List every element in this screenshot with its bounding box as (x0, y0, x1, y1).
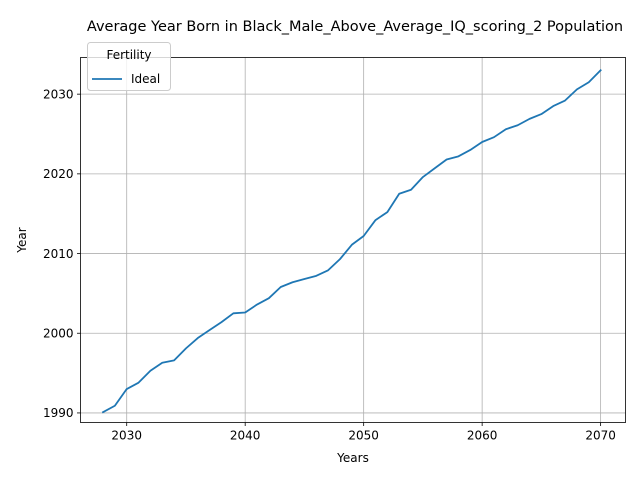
series-layer (101, 68, 602, 414)
x-tick-label: 2030 (111, 429, 142, 443)
x-axis-ticks: 2030 2040 2050 2060 2070 (111, 422, 616, 443)
series-line-ideal (101, 68, 602, 414)
chart-title: Average Year Born in Black_Male_Above_Av… (87, 19, 623, 35)
legend-entry-label: Ideal (131, 72, 160, 86)
y-tick-label: 2000 (43, 327, 74, 341)
x-axis-label: Years (336, 451, 369, 465)
x-tick-label: 2050 (348, 429, 379, 443)
x-tick-label: 2060 (467, 429, 498, 443)
x-tick-label: 2040 (230, 429, 261, 443)
y-axis-ticks: 1990 2000 2010 2020 2030 (43, 87, 81, 420)
y-tick-label: 1990 (43, 406, 74, 420)
legend: Fertility Ideal (87, 42, 171, 91)
x-tick-label: 2070 (585, 429, 616, 443)
y-tick-label: 2010 (43, 247, 74, 261)
plot-area-frame (80, 57, 626, 423)
y-tick-label: 2020 (43, 167, 74, 181)
y-axis-label: Year (15, 227, 29, 253)
grid-lines (80, 57, 626, 423)
legend-title: Fertility (106, 48, 151, 62)
y-tick-label: 2030 (43, 87, 74, 101)
